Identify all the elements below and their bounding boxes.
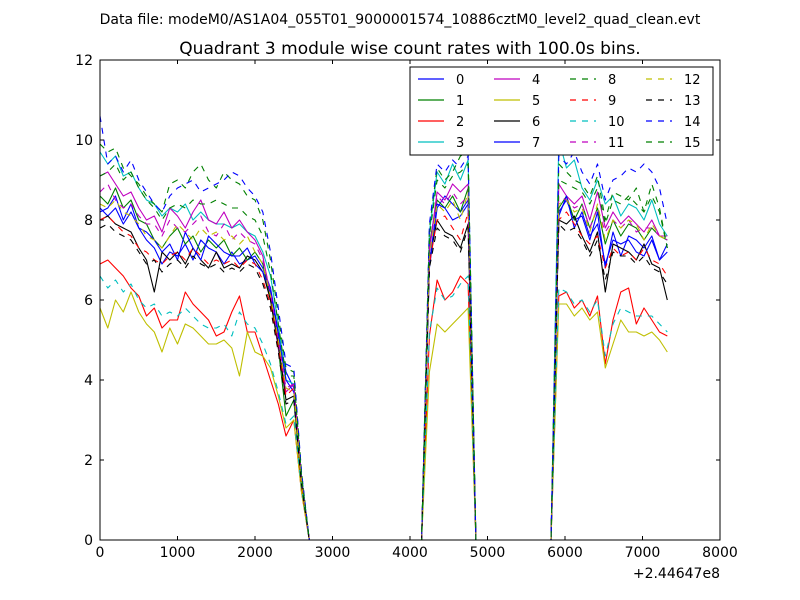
y-tick-label: 0	[84, 533, 93, 549]
legend-label-14: 14	[684, 115, 701, 130]
x-tick-label: 4000	[392, 545, 428, 561]
legend-box	[409, 66, 714, 156]
x-tick-label: 3000	[315, 545, 351, 561]
x-tick-label: 6000	[547, 545, 583, 561]
x-tick-label: 7000	[625, 545, 661, 561]
ticks-layer: 0 1000 2000 3000 4000 5000 6000 7000 80000246810…	[75, 53, 738, 561]
x-tick-label: 1000	[160, 545, 196, 561]
series-line-13	[99, 223, 668, 541]
legend-label-0: 0	[456, 73, 464, 88]
legend-label-8: 8	[608, 73, 616, 88]
series-layer	[99, 115, 668, 541]
legend-label-3: 3	[456, 136, 464, 151]
legend-label-11: 11	[608, 136, 625, 151]
legend-label-5: 5	[532, 94, 540, 109]
series-line-10	[99, 275, 668, 541]
x-offset-label: +2.44647e8	[633, 566, 720, 582]
legend-label-2: 2	[456, 115, 464, 130]
series-line-9	[99, 211, 668, 541]
x-tick-label: 5000	[470, 545, 506, 561]
legend-label-9: 9	[608, 94, 616, 109]
figure-suptitle: Data file: modeM0/AS1A04_055T01_90000015…	[100, 12, 701, 28]
y-tick-label: 12	[75, 53, 93, 69]
legend-label-12: 12	[684, 73, 701, 88]
series-line-5	[99, 291, 668, 541]
legend-label-4: 4	[532, 73, 540, 88]
legend-label-6: 6	[532, 115, 540, 130]
x-tick-label: 0	[96, 545, 105, 561]
y-tick-label: 6	[84, 293, 93, 309]
x-tick-label: 2000	[237, 545, 273, 561]
legend-label-13: 13	[684, 94, 701, 109]
x-tick-label: 8000	[702, 545, 738, 561]
legend-label-10: 10	[608, 115, 625, 130]
legend-label-1: 1	[456, 94, 464, 109]
legend-label-15: 15	[684, 136, 701, 151]
y-tick-label: 2	[84, 453, 93, 469]
chart-title: Quadrant 3 module wise count rates with …	[179, 39, 640, 59]
series-line-12	[99, 191, 668, 541]
y-tick-label: 10	[75, 133, 93, 149]
y-tick-label: 4	[84, 373, 93, 389]
legend-label-7: 7	[532, 136, 540, 151]
y-tick-label: 8	[84, 213, 93, 229]
